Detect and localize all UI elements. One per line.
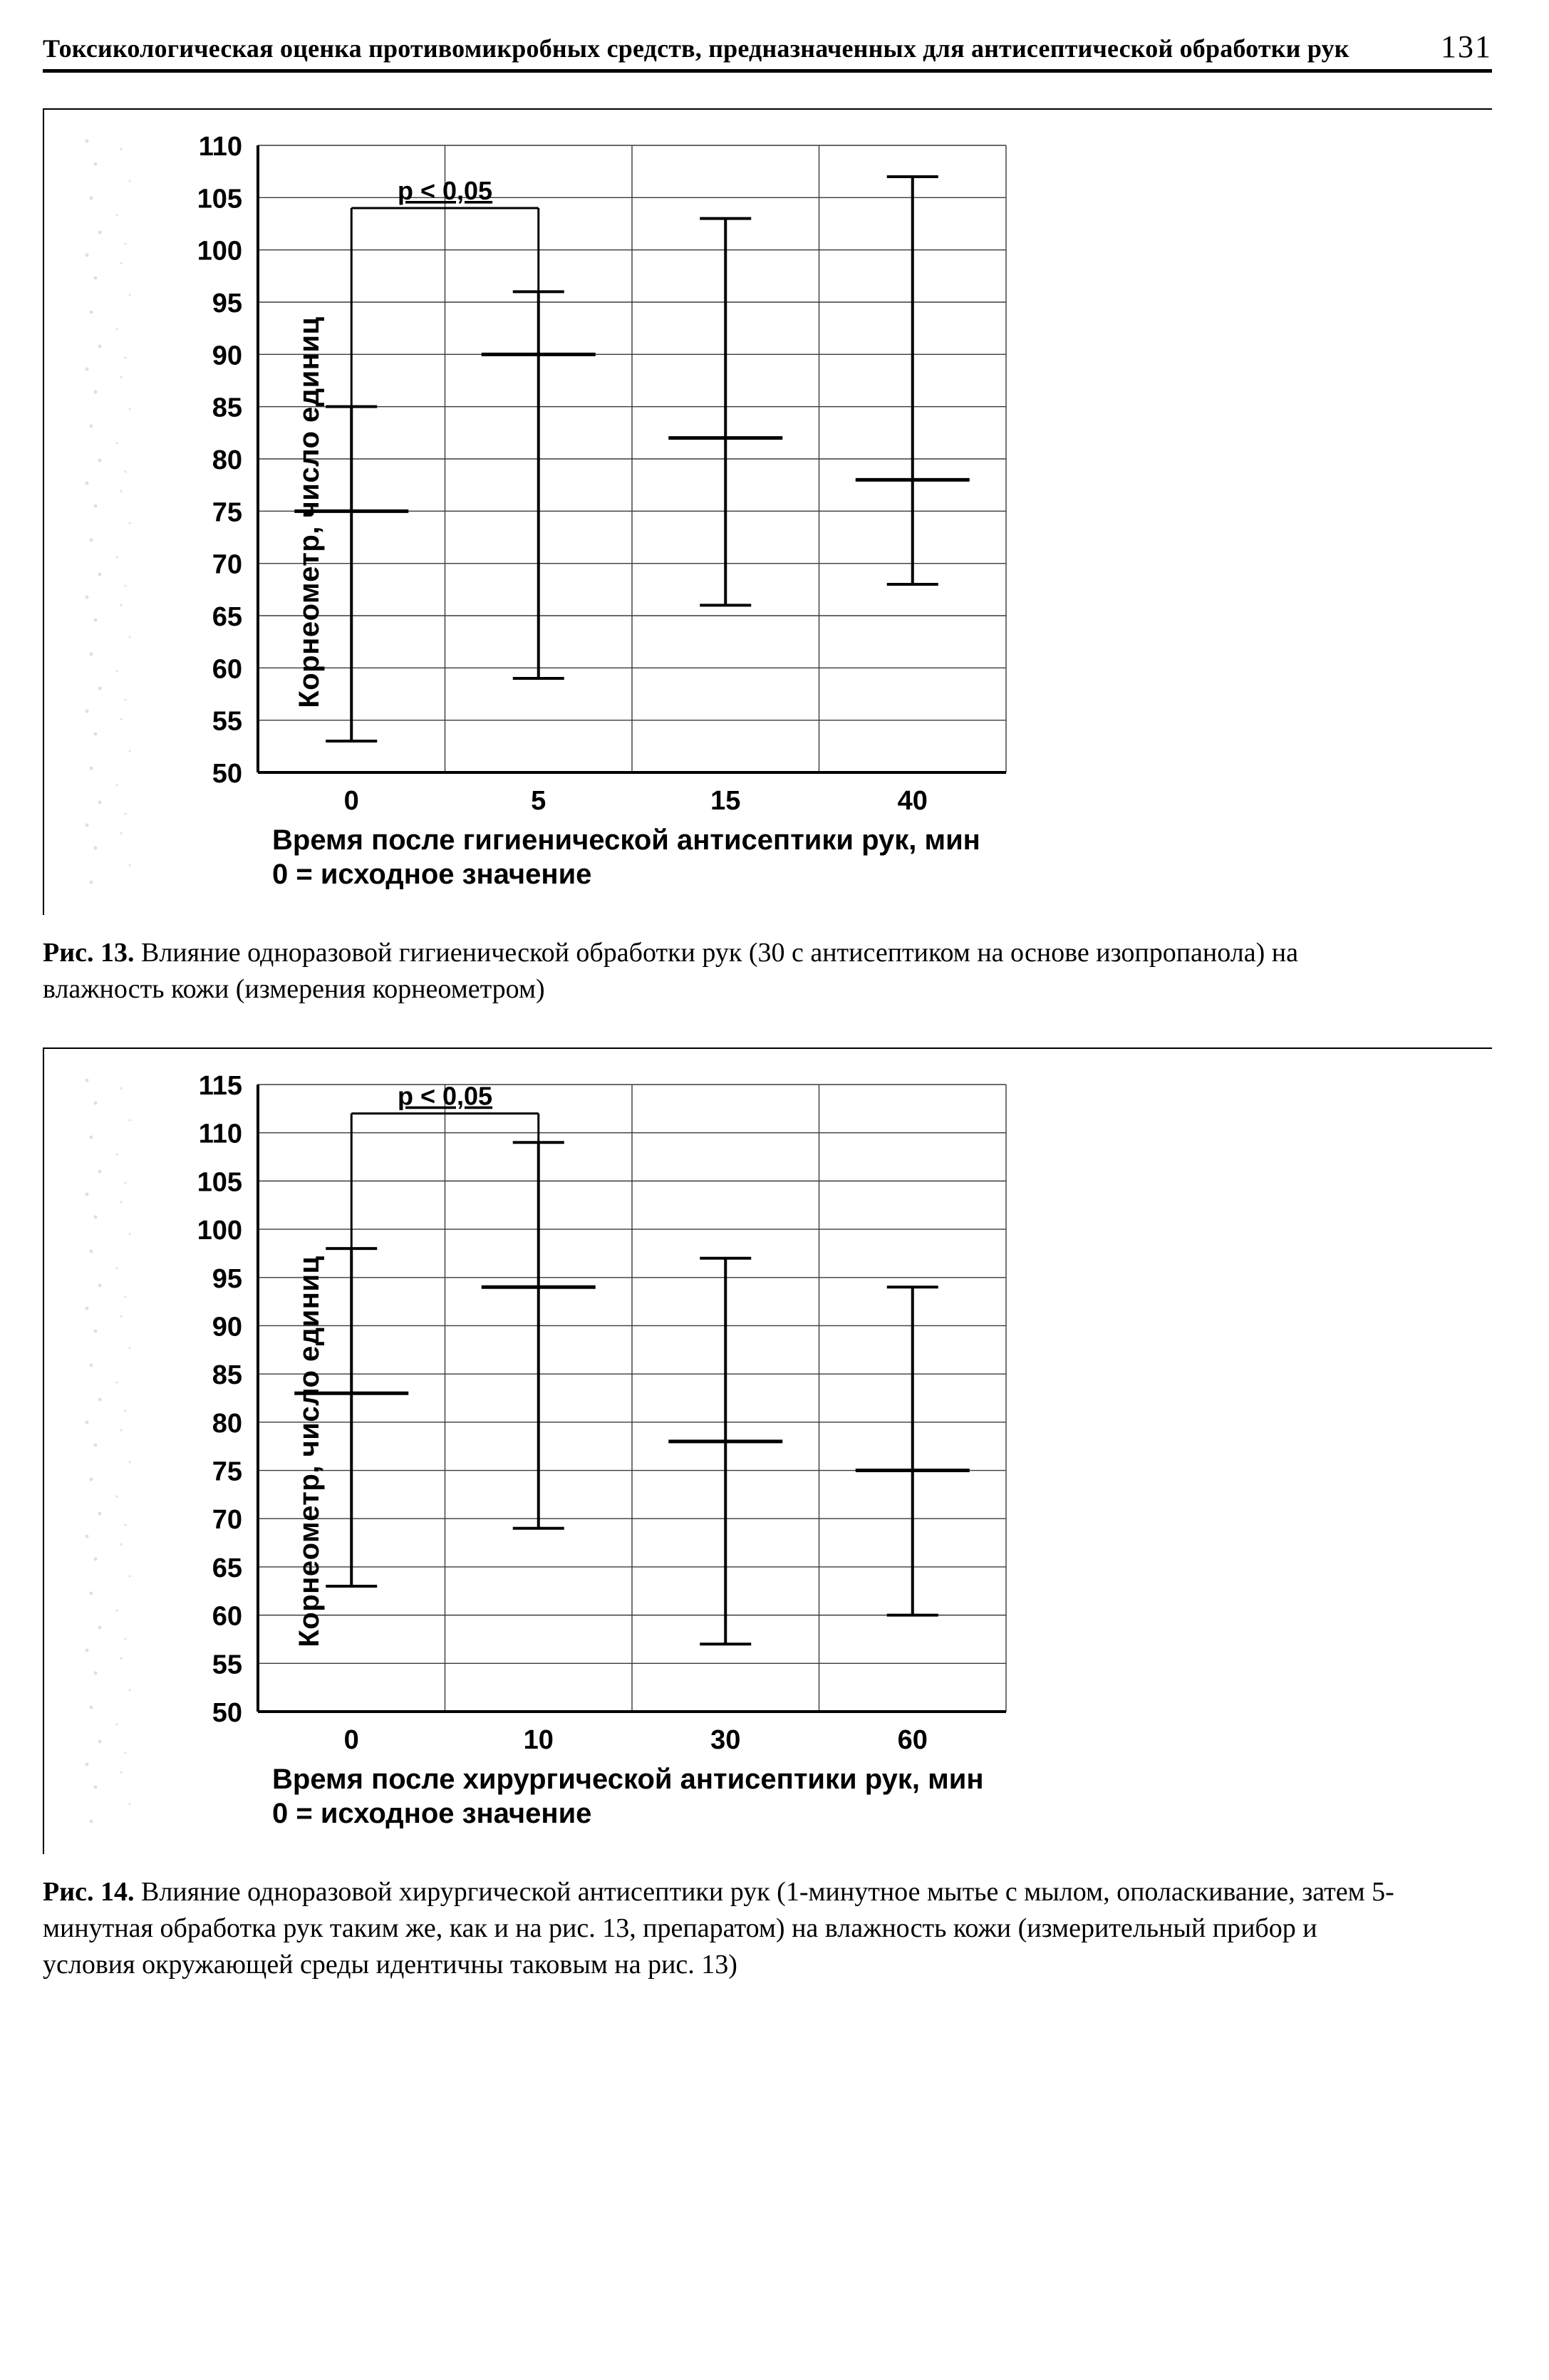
running-head-row: Токсикологическая оценка противомикробны… xyxy=(43,29,1492,73)
svg-text:0: 0 xyxy=(344,786,359,816)
svg-text:70: 70 xyxy=(212,1505,242,1535)
svg-text:50: 50 xyxy=(212,1698,242,1728)
svg-text:60: 60 xyxy=(212,1601,242,1631)
svg-text:100: 100 xyxy=(197,237,242,267)
chart-13: Корнеометр, число единиц 505560657075808… xyxy=(165,131,1449,894)
figure-13-caption: Рис. 13. Влияние одноразовой гигиеническ… xyxy=(43,935,1411,1008)
svg-text:60: 60 xyxy=(898,1725,928,1755)
svg-text:105: 105 xyxy=(197,184,242,214)
svg-text:85: 85 xyxy=(212,393,242,423)
svg-text:90: 90 xyxy=(212,1312,242,1342)
svg-text:75: 75 xyxy=(212,497,242,527)
svg-text:0: 0 xyxy=(344,1725,359,1755)
svg-text:85: 85 xyxy=(212,1360,242,1390)
svg-text:95: 95 xyxy=(212,289,242,319)
svg-text:115: 115 xyxy=(199,1071,242,1101)
chart-14: Корнеометр, число единиц 50 55 60 65 70 75 80 8… xyxy=(165,1070,1449,1833)
svg-text:70: 70 xyxy=(212,550,242,580)
svg-text:105: 105 xyxy=(197,1167,242,1197)
svg-text:55: 55 xyxy=(212,707,242,737)
figure-13-text: Влияние одноразовой гигиенической обрабо… xyxy=(43,938,1298,1004)
svg-text:15: 15 xyxy=(710,786,740,816)
svg-text:40: 40 xyxy=(898,786,928,816)
figure-14-label: Рис. 14. xyxy=(43,1877,134,1907)
page: Токсикологическая оценка противомикробны… xyxy=(0,0,1549,2108)
figure-14-text: Влияние одноразовой хирургической антисе… xyxy=(43,1877,1394,1980)
svg-text:95: 95 xyxy=(212,1263,242,1293)
scan-noise xyxy=(70,1075,155,1828)
figure-14-frame: Корнеометр, число единиц 50 55 60 65 70 75 80 8… xyxy=(43,1047,1492,1854)
figure-13-label: Рис. 13. xyxy=(43,938,134,968)
chart-13-ylabel: Корнеометр, число единиц xyxy=(294,316,326,708)
scan-noise xyxy=(70,135,155,889)
svg-text:p < 0,05: p < 0,05 xyxy=(398,1081,492,1110)
svg-text:0 = исходное значение: 0 = исходное значение xyxy=(272,859,591,890)
svg-text:65: 65 xyxy=(212,602,242,632)
svg-text:50: 50 xyxy=(212,759,242,789)
svg-text:55: 55 xyxy=(212,1650,242,1680)
running-head: Токсикологическая оценка противомикробны… xyxy=(43,33,1412,63)
figure-14-caption: Рис. 14. Влияние одноразовой хирургическ… xyxy=(43,1874,1411,1984)
svg-text:30: 30 xyxy=(710,1725,740,1755)
svg-text:Время после хирургической анти: Время после хирургической антисептики ру… xyxy=(272,1764,983,1795)
svg-text:110: 110 xyxy=(199,1119,242,1149)
svg-text:75: 75 xyxy=(212,1457,242,1486)
svg-text:0 = исходное значение: 0 = исходное значение xyxy=(272,1798,591,1829)
svg-text:Время после гигиенической анти: Время после гигиенической антисептики ру… xyxy=(272,824,980,856)
svg-text:100: 100 xyxy=(197,1216,242,1246)
svg-text:60: 60 xyxy=(212,654,242,684)
svg-text:65: 65 xyxy=(212,1553,242,1583)
svg-text:10: 10 xyxy=(524,1725,554,1755)
figure-13-frame: Корнеометр, число единиц 505560657075808… xyxy=(43,108,1492,915)
chart-14-ylabel: Корнеометр, число единиц xyxy=(294,1256,326,1647)
svg-text:80: 80 xyxy=(212,1408,242,1438)
svg-text:80: 80 xyxy=(212,445,242,475)
svg-text:110: 110 xyxy=(199,132,242,162)
svg-text:p < 0,05: p < 0,05 xyxy=(398,176,492,205)
page-number: 131 xyxy=(1412,29,1492,65)
svg-text:90: 90 xyxy=(212,341,242,371)
svg-text:5: 5 xyxy=(531,786,546,816)
